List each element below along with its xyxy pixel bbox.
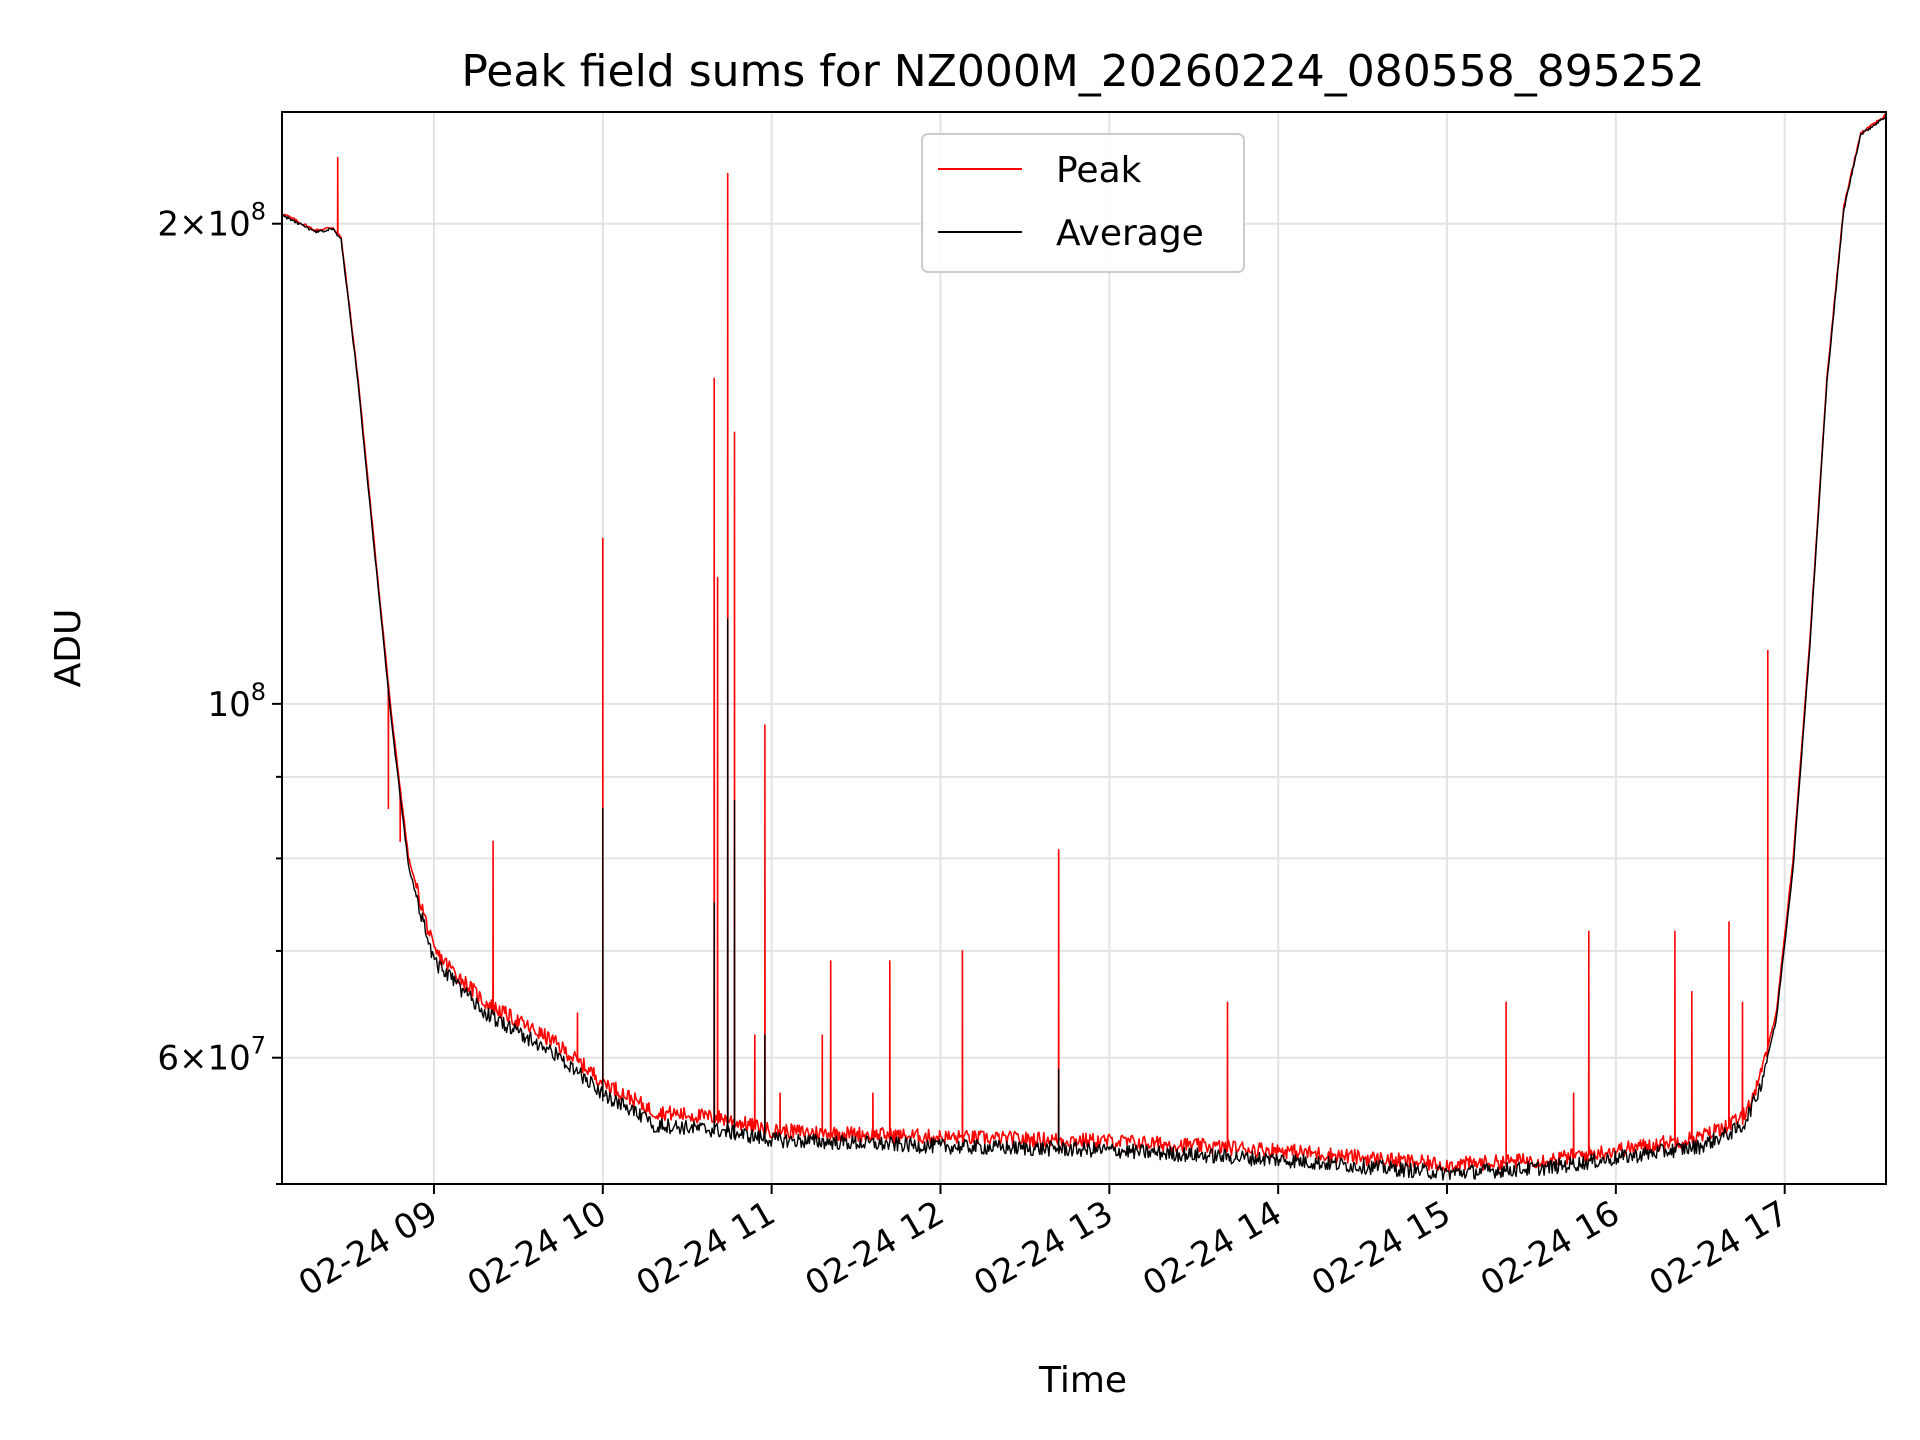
series-line-average	[281, 115, 1887, 1181]
legend: Peak Average	[921, 133, 1245, 273]
x-axis-label: Time	[1038, 1360, 1127, 1401]
series-line-peak	[281, 113, 1887, 1173]
axes-frame	[281, 111, 1887, 1185]
plot-area	[281, 113, 1887, 1181]
chart-title: Peak field sums for NZ000M_20260224_0805…	[461, 46, 1704, 97]
y-tick-label-0: 6×107	[157, 1032, 266, 1079]
legend-peak-label: Peak	[1056, 150, 1142, 191]
y-tick-label-2: 2×108	[157, 198, 266, 245]
y-axis-label: ADU	[48, 609, 89, 688]
legend-average-label: Average	[1056, 213, 1204, 254]
y-tick-label-1: 108	[207, 678, 266, 725]
y-axis: 6×107 108 2×108	[157, 198, 282, 1185]
